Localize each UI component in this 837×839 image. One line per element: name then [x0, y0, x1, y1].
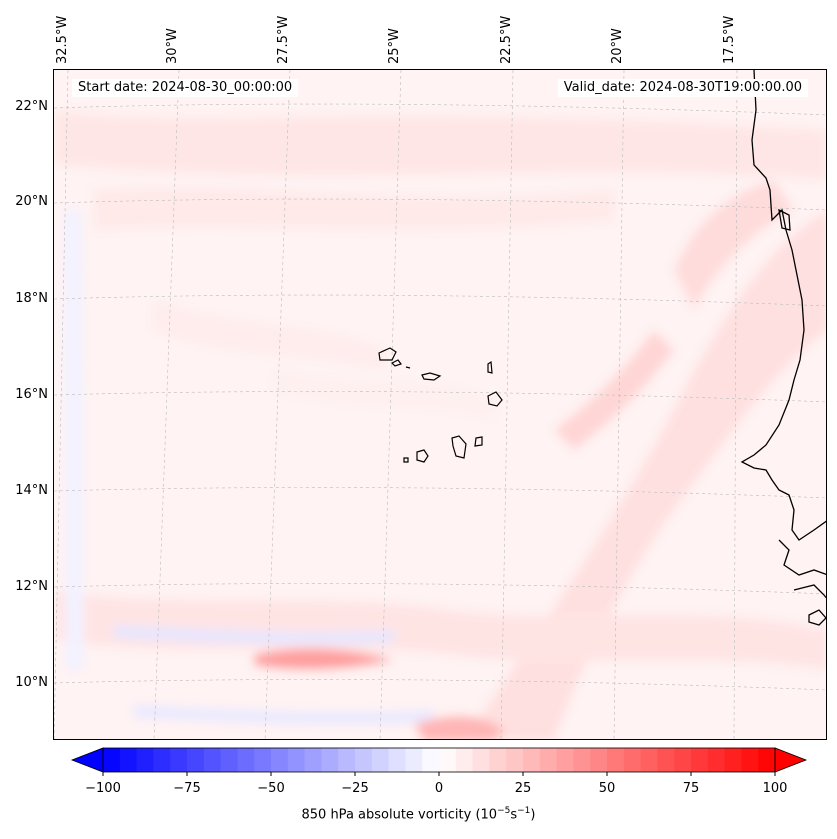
colorbar: −100 −75 −50 −25 0 25 50 75 100: [70, 747, 808, 796]
lon-label: 20°W: [610, 28, 625, 64]
colorbar-tick-label: 25: [515, 781, 532, 796]
lon-label: 27.5°W: [276, 15, 291, 64]
colorbar-tick-label: 100: [763, 781, 788, 796]
colorbar-cell: [674, 748, 692, 772]
colorbar-tick-label: −25: [341, 781, 368, 796]
valid-date-label: Valid_date: 2024-08-30T19:00:00.00: [557, 79, 808, 97]
colorbar-cells: [103, 748, 776, 772]
colorbar-tick-label: −100: [85, 781, 121, 796]
colorbar-cell: [237, 748, 255, 772]
lat-label: 16°N: [15, 387, 48, 402]
colorbar-cell: [136, 748, 154, 772]
lon-label: 32.5°W: [55, 15, 70, 64]
start-date-label: Start date: 2024-08-30_00:00:00: [72, 79, 299, 97]
colorbar-cell: [455, 748, 474, 772]
colorbar-extend-high: [774, 747, 808, 773]
lat-label: 22°N: [15, 99, 48, 114]
colorbar-cell: [657, 748, 675, 772]
vorticity-field: [54, 70, 826, 739]
vorticity-map: [54, 70, 826, 739]
lon-label: 22.5°W: [499, 15, 514, 64]
colorbar-cell: [489, 748, 507, 772]
colorbar-label-mid: s: [510, 807, 518, 823]
colorbar-label-exp1: −5: [497, 806, 511, 816]
colorbar-label-prefix: 850 hPa absolute vorticity (10: [301, 807, 498, 823]
colorbar-cell: [691, 748, 709, 772]
colorbar-cell: [287, 748, 306, 772]
colorbar-cell: [103, 748, 121, 772]
cape-verde-islands: [378, 347, 503, 463]
colorbar-cell: [119, 748, 138, 772]
colorbar-cell: [203, 748, 222, 772]
colorbar-cell: [758, 748, 776, 772]
lon-label: 30°W: [165, 28, 180, 64]
colorbar-cell: [271, 748, 289, 772]
colorbar-cell: [640, 748, 658, 772]
colorbar-extend-low: [70, 747, 104, 773]
colorbar-cell: [220, 748, 238, 772]
colorbar-label: 850 hPa absolute vorticity (10−5s−1): [0, 806, 837, 822]
colorbar-cell: [254, 748, 272, 772]
colorbar-tick-label: −50: [257, 781, 284, 796]
colorbar-cell: [523, 748, 541, 772]
colorbar-cell: [153, 748, 171, 772]
colorbar-cell: [573, 748, 591, 772]
gridlines: [54, 70, 826, 739]
colorbar-cell: [338, 748, 356, 772]
colorbar-cell: [321, 748, 339, 772]
lat-label: 10°N: [15, 675, 48, 690]
lon-label: 17.5°W: [722, 15, 737, 64]
colorbar-cell: [590, 748, 608, 772]
colorbar-cell: [556, 748, 574, 772]
colorbar-cell: [405, 748, 423, 772]
lat-label: 12°N: [15, 579, 48, 594]
lat-label: 20°N: [15, 194, 48, 209]
colorbar-cell: [724, 748, 742, 772]
lon-label: 25°W: [387, 28, 402, 64]
colorbar-cell: [304, 748, 322, 772]
colorbar-tick-label: 50: [599, 781, 616, 796]
colorbar-cell: [187, 748, 205, 772]
colorbar-cell: [422, 748, 440, 772]
colorbar-ticks: −100 −75 −50 −25 0 25 50 75 100: [85, 772, 787, 796]
colorbar-cell: [607, 748, 625, 772]
lat-label: 14°N: [15, 483, 48, 498]
colorbar-cell: [388, 748, 406, 772]
colorbar-tick-label: 75: [683, 781, 700, 796]
map-frame: Start date: 2024-08-30_00:00:00 Valid_da…: [53, 69, 827, 740]
coastline: [740, 70, 826, 626]
colorbar-cell: [623, 748, 642, 772]
colorbar-tick-label: 0: [435, 781, 443, 796]
colorbar-cell: [355, 748, 373, 772]
colorbar-cell: [506, 748, 524, 772]
lat-label: 18°N: [15, 291, 48, 306]
colorbar-cell: [707, 748, 726, 772]
colorbar-cell: [439, 748, 457, 772]
colorbar-label-exp2: −1: [517, 806, 531, 816]
colorbar-cell: [472, 748, 490, 772]
colorbar-cell: [539, 748, 558, 772]
colorbar-cell: [741, 748, 759, 772]
colorbar-label-suffix: ): [530, 807, 536, 823]
colorbar-cell: [371, 748, 390, 772]
colorbar-cell: [170, 748, 188, 772]
colorbar-tick-label: −75: [173, 781, 200, 796]
